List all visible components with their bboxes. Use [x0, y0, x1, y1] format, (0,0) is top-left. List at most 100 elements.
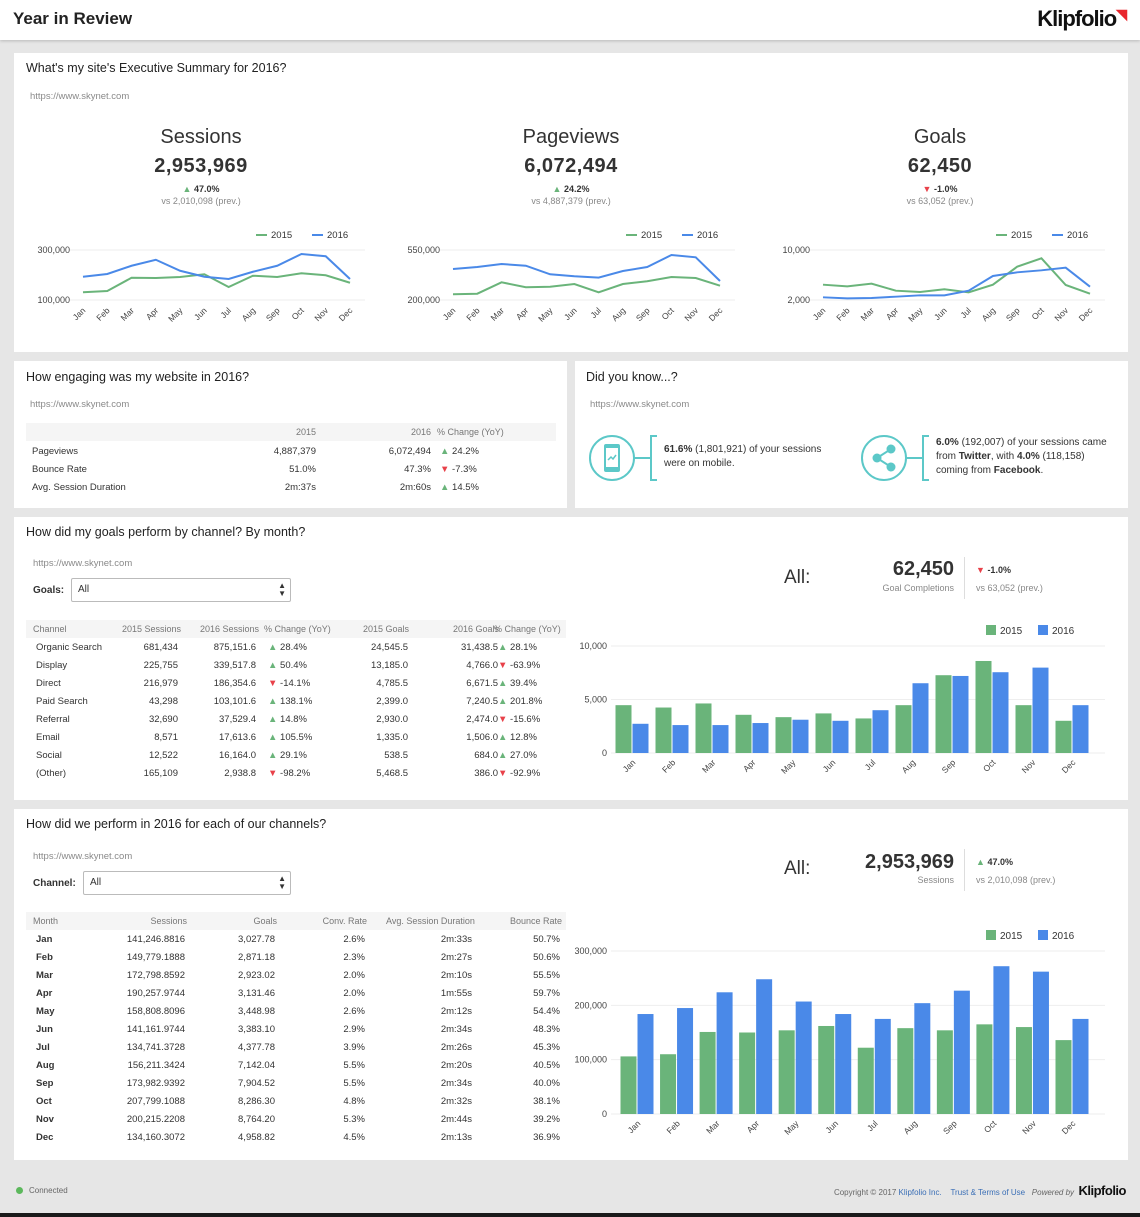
conversion-rate: 2.0%: [343, 988, 365, 999]
goal-change: ▼ -1.0%: [976, 565, 1011, 575]
site-url: https://www.skynet.com: [33, 851, 133, 862]
arrow-up-icon: ▲: [268, 714, 281, 725]
conversion-rate: 2.6%: [343, 934, 365, 945]
bounce-rate: 50.6%: [533, 952, 560, 963]
executive-summary-panel: What's my site's Executive Summary for 2…: [14, 53, 1128, 352]
legend-label[interactable]: 2016: [1052, 931, 1075, 942]
change-value: -92.9%: [510, 768, 541, 779]
change-value: -1.0%: [987, 565, 1011, 575]
column-header: 2015 Sessions: [121, 624, 181, 634]
table-row: Jun 141,161.9744 3,383.10 2.9% 2m:34s 48.3%: [26, 1024, 566, 1040]
conversion-rate: 4.8%: [343, 1096, 365, 1107]
table-row: Social 12,522 16,164.0 ▲ 29.1% 538.5 684.0 ▲ 2…: [26, 750, 566, 766]
x-tick-label: Jul: [863, 757, 878, 772]
channel-name: Organic Search: [36, 642, 103, 653]
change-cell: ▲ 138.1%: [268, 696, 312, 707]
column-header: 2016: [410, 427, 431, 437]
goals-filter-select[interactable]: All ▲ ▼: [71, 578, 291, 602]
change-cell: ▲ 24.2%: [440, 446, 479, 457]
logo-text: Klipfolio: [1037, 6, 1117, 31]
footer-klipfolio-logo: Klipfolio: [1078, 1183, 1127, 1198]
table-row: Organic Search 681,434 875,151.6 ▲ 28.4% 24,…: [26, 642, 566, 658]
conversion-rate: 2.3%: [343, 952, 365, 963]
kpi-label: Goals: [913, 126, 967, 148]
goals-value: 8,286.30: [238, 1096, 275, 1107]
terms-link[interactable]: Trust & Terms of Use: [950, 1188, 1026, 1197]
legend-label[interactable]: 2015: [1011, 230, 1032, 241]
channel-name: (Other): [36, 768, 67, 779]
channel-filter-select[interactable]: All ▲ ▼: [83, 871, 291, 895]
bar-2016-Mar: [712, 725, 729, 753]
x-tick-label: Aug: [901, 1118, 919, 1136]
bar-2015-Nov: [1015, 705, 1032, 753]
bar-2016-Aug: [914, 1003, 931, 1114]
goals-value: 2,871.18: [238, 952, 275, 963]
goals-channel-table: Channel 2015 Sessions 2016 Sessions % Chang…: [26, 620, 566, 790]
legend-label[interactable]: 2016: [1067, 230, 1088, 241]
month-name: Sep: [36, 1078, 54, 1089]
goals-value: 3,383.10: [238, 1024, 275, 1035]
legend-label[interactable]: 2015: [1000, 626, 1023, 637]
sessions-value: 158,808.8096: [126, 1006, 185, 1017]
x-tick-label: Aug: [900, 757, 918, 775]
legend-label[interactable]: 2015: [271, 230, 292, 241]
change-cell: ▼ -14.1%: [268, 678, 310, 689]
table-header: Channel 2015 Sessions 2016 Sessions % Chang…: [26, 620, 566, 638]
bar-2016-Feb: [677, 1008, 694, 1114]
bar-2015-Dec: [1055, 720, 1072, 753]
arrow-up-icon: ▲: [498, 642, 511, 653]
bar-2015-Jun: [815, 713, 832, 753]
site-url: https://www.skynet.com: [30, 399, 130, 410]
arrow-down-icon: ▼: [268, 768, 281, 779]
goals-value: 3,027.78: [238, 934, 275, 945]
x-tick-label: Jan: [626, 1118, 643, 1135]
metric-name: Bounce Rate: [32, 464, 87, 475]
legend-label[interactable]: 2015: [1000, 931, 1023, 942]
bar-2015-Dec: [1055, 1040, 1072, 1114]
goals-2015: 2,930.0: [376, 714, 408, 725]
bar-2016-Aug: [912, 683, 929, 753]
company-link[interactable]: Klipfolio Inc.: [898, 1188, 942, 1197]
legend-label[interactable]: 2016: [697, 230, 718, 241]
legend-label[interactable]: 2016: [1052, 626, 1075, 637]
legend-label[interactable]: 2016: [327, 230, 348, 241]
panel-title: Did you know...?: [586, 370, 678, 384]
kpi-label: Pageviews: [522, 126, 620, 148]
change-cell: ▼ -98.2%: [268, 768, 310, 779]
bounce-rate: 45.3%: [533, 1042, 560, 1053]
channel-name: Display: [36, 660, 68, 671]
arrow-down-icon: ▼: [498, 714, 511, 725]
value-2015: 51.0%: [289, 464, 316, 475]
bar-2016-May: [795, 1001, 812, 1114]
table-row: Feb 149,779.1888 2,871.18 2.3% 2m:27s 50.6%: [26, 952, 566, 968]
y-tick-label: 2,000: [787, 295, 810, 305]
goals-2015: 5,468.5: [376, 768, 408, 779]
conversion-rate: 5.3%: [343, 1114, 365, 1125]
month-name: Jun: [36, 1024, 53, 1035]
bar-2015-Jan: [620, 1056, 637, 1114]
conversion-rate: 2.9%: [343, 1024, 365, 1035]
table-row: (Other) 165,109 2,938.8 ▼ -98.2% 5,468.5 386.…: [26, 768, 566, 784]
bounce-rate: 59.7%: [533, 988, 560, 999]
change-value: 47.0%: [987, 857, 1013, 867]
change-cell: ▲ 201.8%: [498, 696, 542, 707]
x-tick-label: May: [779, 757, 798, 776]
goals-filter-label: Goals:: [33, 585, 65, 596]
kpi-change: 24.2%: [563, 184, 590, 194]
goals-value: 7,904.52: [238, 1078, 275, 1089]
conversion-rate: 2.0%: [343, 970, 365, 981]
bar-2016-Sep: [952, 675, 969, 753]
bar-2016-Nov: [1032, 971, 1049, 1114]
sessions-2015: 8,571: [154, 732, 178, 743]
change-cell: ▲ 50.4%: [268, 660, 307, 671]
kpi-value: 62,450: [907, 155, 973, 177]
x-tick-label: Jul: [958, 305, 973, 320]
sessions-line-chart: 100,000 300,000 Jan Feb Mar Apr May Jun Jul Aug Se…: [37, 230, 365, 324]
sessions-2015: 216,979: [143, 678, 178, 689]
x-tick-label: Nov: [1020, 757, 1038, 775]
x-tick-label: Sep: [1004, 305, 1022, 323]
legend-label[interactable]: 2015: [641, 230, 662, 241]
bar-2015-Sep: [936, 1030, 953, 1114]
bar-2015-Aug: [895, 705, 912, 753]
facebook-label: Facebook: [993, 465, 1041, 476]
